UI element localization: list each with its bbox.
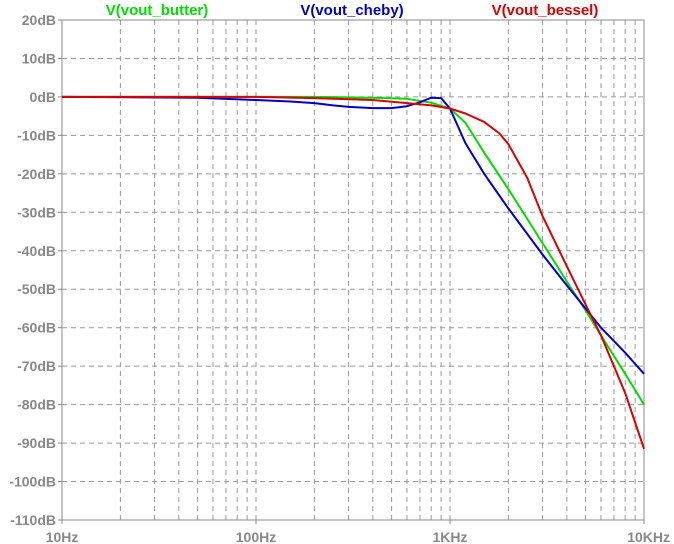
- y-tick-label: -20dB: [17, 166, 56, 182]
- y-tick-label: -90dB: [17, 435, 56, 451]
- y-tick-label: -50dB: [17, 281, 56, 297]
- x-tick-label: 100Hz: [236, 529, 276, 544]
- series-lines: [61, 95, 645, 450]
- y-tick-label: -100dB: [9, 474, 56, 490]
- y-tick-label: -60dB: [17, 320, 56, 336]
- y-tick-label: -10dB: [17, 127, 56, 143]
- x-tick-label: 1KHz: [432, 529, 467, 544]
- legend-entry: V(vout_bessel): [492, 2, 599, 19]
- series-line-v-vout-cheby: [61, 95, 645, 375]
- y-tick-label: -30dB: [17, 204, 56, 220]
- legend-entry: V(vout_butter): [106, 2, 209, 19]
- y-tick-label: -80dB: [17, 397, 56, 413]
- y-tick-label: -110dB: [10, 512, 56, 528]
- legend-entry: V(vout_cheby): [300, 2, 403, 19]
- x-tick-label: 10KHz: [627, 529, 670, 544]
- y-tick-label: 10dB: [22, 50, 56, 66]
- legend: V(vout_butter) V(vout_cheby) V(vout_bessel…: [106, 2, 599, 19]
- y-tick-label: -70dB: [17, 358, 56, 374]
- y-tick-label: 20dB: [22, 12, 56, 28]
- plot-frame: [61, 19, 645, 521]
- series-line-v-vout-bessel: [62, 95, 645, 450]
- y-tick-label: -40dB: [17, 243, 56, 259]
- y-axis-ticks: 20dB 10dB 0dB -10dB -20dB -30dB -40dB -50dB -60d…: [9, 12, 62, 528]
- y-tick-label: 0dB: [30, 89, 56, 105]
- grid: [62, 20, 644, 520]
- x-axis-ticks: 10Hz 100Hz 1KHz 10KHz: [46, 520, 670, 544]
- x-tick-label: 10Hz: [46, 529, 79, 544]
